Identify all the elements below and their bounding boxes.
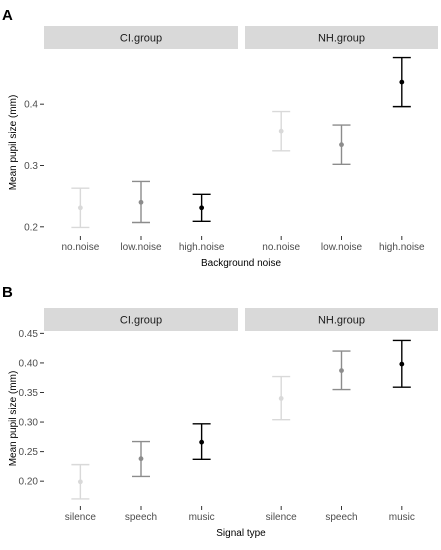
x-tick-label: no.noise bbox=[262, 242, 300, 253]
x-axis-title: Background noise bbox=[201, 258, 281, 269]
x-tick-label: high.noise bbox=[179, 242, 225, 253]
y-axis-title: Mean pupil size (mm) bbox=[8, 95, 19, 191]
y-tick-label: 0.30 bbox=[19, 418, 39, 429]
mean-point bbox=[278, 128, 284, 134]
facet-ci-group: CI.group no.noise low.noise high.noise bbox=[44, 26, 238, 253]
errorbar-low-noise bbox=[332, 124, 351, 165]
panel-a: A 0.2 0.3 0.4 Mean pupil size (mm) CI.group no… bbox=[2, 7, 438, 269]
facet-strip bbox=[44, 26, 238, 49]
mean-point bbox=[339, 142, 344, 148]
mean-point bbox=[138, 456, 144, 462]
x-tick-label: music bbox=[189, 512, 215, 523]
errorbar-silence bbox=[272, 375, 291, 421]
errorbar-no-noise bbox=[272, 110, 291, 152]
panel-b: B 0.20 0.25 0.30 0.35 0.40 0.45 Mean pupil size… bbox=[2, 284, 438, 539]
x-axis-title: Signal type bbox=[216, 528, 266, 539]
y-tick-label: 0.45 bbox=[19, 329, 39, 340]
mean-point bbox=[278, 395, 284, 401]
mean-point bbox=[77, 479, 83, 485]
errorbar-silence bbox=[71, 463, 90, 500]
panel-letter: B bbox=[2, 284, 13, 301]
errorbar-speech bbox=[332, 350, 351, 391]
mean-point bbox=[339, 368, 344, 374]
x-tick-label: high.noise bbox=[379, 242, 425, 253]
x-tick-label: speech bbox=[325, 512, 357, 523]
errorbar-music bbox=[392, 339, 411, 388]
x-tick-label: music bbox=[389, 512, 415, 523]
x-tick-label: silence bbox=[266, 512, 298, 523]
y-tick-label: 0.40 bbox=[19, 358, 39, 369]
mean-point bbox=[199, 205, 205, 211]
x-tick-label: no.noise bbox=[61, 242, 99, 253]
errorbar-low-noise bbox=[132, 180, 150, 224]
facet-strip-label: CI.group bbox=[120, 315, 162, 327]
y-axis-title: Mean pupil size (mm) bbox=[8, 371, 19, 467]
mean-point bbox=[138, 199, 144, 205]
facet-nh-group: NH.group silence speech music bbox=[245, 308, 438, 523]
facet-strip-label: NH.group bbox=[318, 315, 365, 327]
y-tick-label: 0.25 bbox=[19, 447, 39, 458]
errorbar-high-noise bbox=[192, 193, 211, 222]
mean-point bbox=[199, 439, 205, 445]
facet-strip-label: NH.group bbox=[318, 33, 365, 45]
x-tick-label: silence bbox=[65, 512, 97, 523]
y-tick-label: 0.4 bbox=[24, 100, 38, 111]
y-tick-label: 0.3 bbox=[24, 161, 38, 172]
mean-point bbox=[399, 361, 405, 367]
y-tick-label: 0.2 bbox=[24, 222, 38, 233]
errorbar-no-noise bbox=[71, 187, 90, 229]
facet-ci-group: CI.group silence speech music bbox=[44, 308, 238, 523]
facet-strip bbox=[44, 308, 238, 331]
y-tick-label: 0.35 bbox=[19, 388, 39, 399]
facet-strip bbox=[245, 308, 438, 331]
facet-nh-group: NH.group no.noise low.noise high.noise bbox=[245, 26, 438, 253]
x-tick-label: speech bbox=[125, 512, 157, 523]
facet-strip bbox=[245, 26, 438, 49]
x-tick-label: low.noise bbox=[321, 242, 363, 253]
y-tick-label: 0.20 bbox=[19, 477, 39, 488]
mean-point bbox=[77, 205, 83, 211]
errorbar-music bbox=[192, 423, 211, 460]
x-tick-label: low.noise bbox=[120, 242, 162, 253]
mean-point bbox=[399, 79, 405, 85]
facet-strip-label: CI.group bbox=[120, 33, 162, 45]
errorbar-speech bbox=[132, 440, 150, 478]
errorbar-high-noise bbox=[392, 56, 411, 108]
panel-letter: A bbox=[2, 7, 13, 24]
